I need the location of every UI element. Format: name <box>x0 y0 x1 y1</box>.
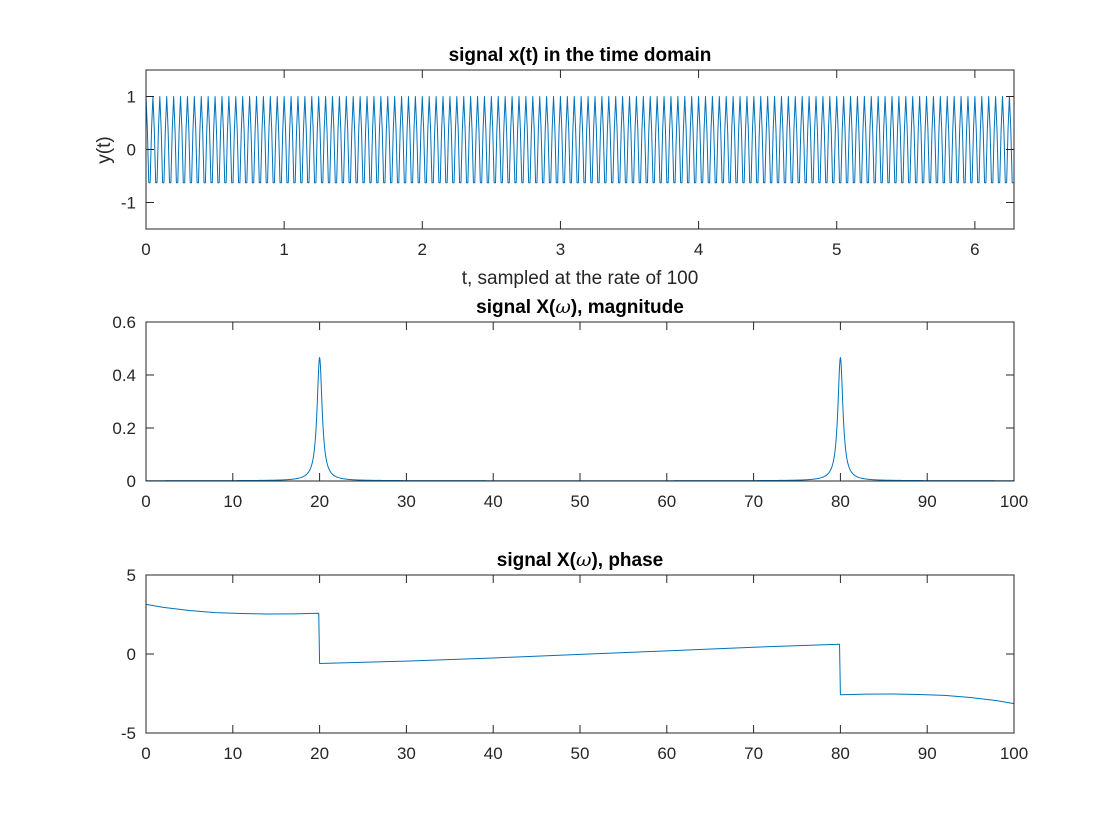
phase-x-tick-label: 30 <box>397 744 416 763</box>
magnitude-x-tick-label: 60 <box>657 492 676 511</box>
magnitude-ticks: 0 10 20 30 40 50 60 70 80 90 100 0 0.2 0.4 0.6 <box>112 313 1028 511</box>
magnitude-x-tick-label: 90 <box>918 492 937 511</box>
time-plot-area <box>146 70 1014 229</box>
magnitude-x-tick-label: 30 <box>397 492 416 511</box>
phase-title-prefix: signal X( <box>497 550 577 571</box>
magnitude-x-tick-label: 0 <box>141 492 150 511</box>
phase-ticks: 0 10 20 30 40 50 60 70 80 90 100 -5 0 5 <box>121 566 1028 763</box>
magnitude-x-tick-label: 20 <box>310 492 329 511</box>
magnitude-title-omega: ω <box>555 296 571 318</box>
phase-y-tick-label: 0 <box>127 645 136 664</box>
time-x-tick-label: 5 <box>832 240 841 259</box>
magnitude-plot-area <box>146 322 1014 481</box>
time-x-tick-label: 4 <box>694 240 703 259</box>
phase-x-tick-label: 100 <box>1000 744 1028 763</box>
magnitude-x-tick-label: 50 <box>571 492 590 511</box>
time-x-tick-label: 3 <box>556 240 565 259</box>
time-ticks: 0 1 2 3 4 5 6 -1 0 1 <box>121 70 1014 259</box>
phase-x-tick-label: 60 <box>657 744 676 763</box>
time-x-tick-label: 0 <box>141 240 150 259</box>
phase-y-tick-label: -5 <box>121 724 136 743</box>
phase-x-tick-label: 80 <box>831 744 850 763</box>
time-plot-title: signal x(t) in the time domain <box>449 45 712 66</box>
phase-plot-title: signal X(ω), phase <box>497 549 664 571</box>
magnitude-plot: 0 10 20 30 40 50 60 70 80 90 100 0 0.2 0.4 0.6 signal … <box>112 296 1028 511</box>
magnitude-y-tick-label: 0.6 <box>112 313 136 332</box>
time-series <box>145 96 1014 184</box>
phase-title-omega: ω <box>576 549 592 571</box>
phase-x-tick-label: 50 <box>571 744 590 763</box>
phase-x-tick-label: 90 <box>918 744 937 763</box>
magnitude-x-tick-label: 40 <box>484 492 503 511</box>
magnitude-x-tick-label: 80 <box>831 492 850 511</box>
magnitude-y-tick-label: 0 <box>127 472 136 491</box>
magnitude-x-tick-label: 10 <box>223 492 242 511</box>
magnitude-title-prefix: signal X( <box>476 297 556 318</box>
phase-title-suffix: ), phase <box>591 550 663 571</box>
time-plot: 0 1 2 3 4 5 6 -1 0 1 signal x(t) in the time doma… <box>94 45 1015 289</box>
time-x-tick-label: 1 <box>279 240 288 259</box>
time-y-tick-label: 1 <box>127 88 136 107</box>
phase-spectrum-line <box>145 603 1015 705</box>
magnitude-x-tick-label: 70 <box>744 492 763 511</box>
magnitude-title-suffix: ), magnitude <box>571 297 684 318</box>
phase-series <box>145 603 1015 705</box>
time-y-tick-label: 0 <box>127 141 136 160</box>
phase-plot: 0 10 20 30 40 50 60 70 80 90 100 -5 0 5 signal X(ω), … <box>121 549 1028 763</box>
time-y-axis-label: y(t) <box>94 136 115 163</box>
phase-x-tick-label: 70 <box>744 744 763 763</box>
time-x-axis-label: t, sampled at the rate of 100 <box>462 268 699 289</box>
magnitude-y-tick-label: 0.2 <box>112 419 136 438</box>
time-y-tick-label: -1 <box>121 194 136 213</box>
phase-x-tick-label: 20 <box>310 744 329 763</box>
phase-x-tick-label: 40 <box>484 744 503 763</box>
magnitude-plot-title: signal X(ω), magnitude <box>476 296 684 318</box>
magnitude-y-tick-label: 0.4 <box>112 366 136 385</box>
time-x-tick-label: 6 <box>970 240 979 259</box>
phase-x-tick-label: 0 <box>141 744 150 763</box>
time-signal-line <box>145 96 1014 184</box>
time-x-tick-label: 2 <box>418 240 427 259</box>
phase-y-tick-label: 5 <box>127 566 136 585</box>
magnitude-x-tick-label: 100 <box>1000 492 1028 511</box>
phase-x-tick-label: 10 <box>223 744 242 763</box>
